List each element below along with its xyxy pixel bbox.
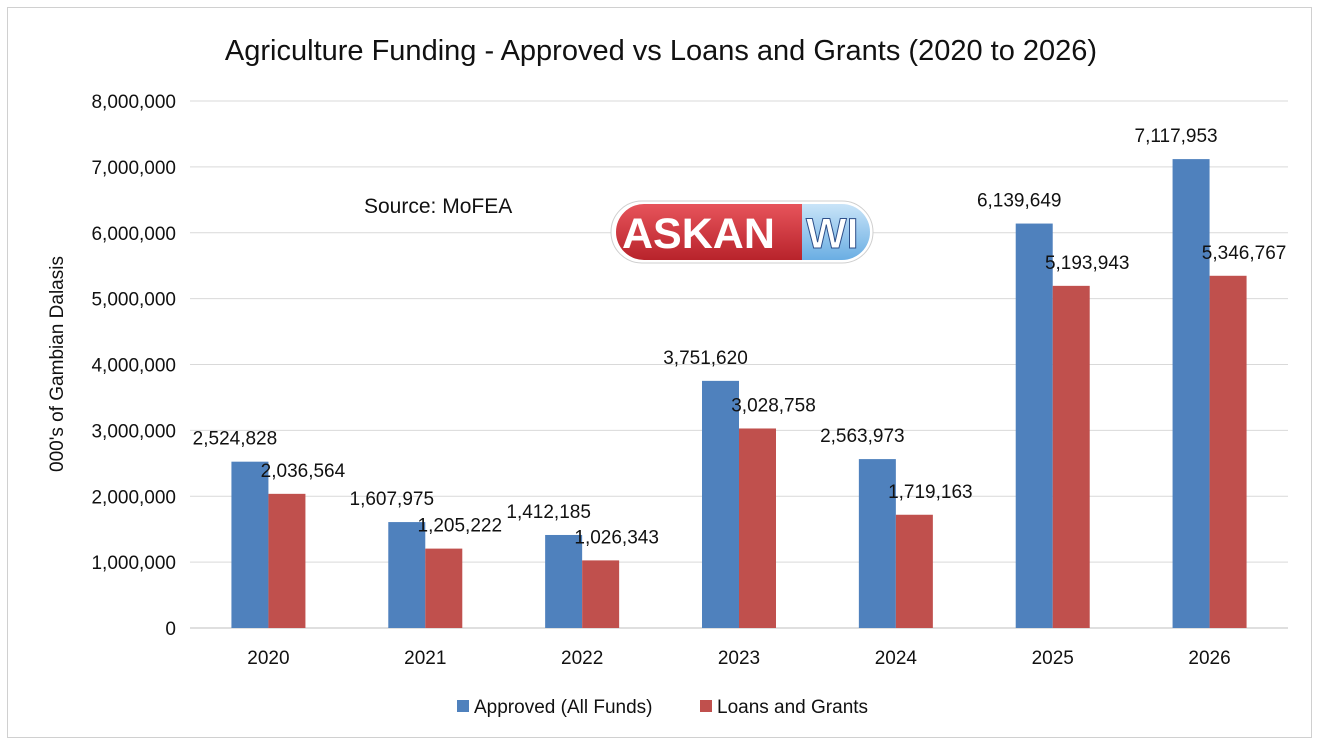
bar-loans-grants-2022 [582, 560, 620, 628]
bar-approved-2026 [1172, 159, 1210, 628]
logo-text-part2: WI [806, 210, 859, 258]
data-label-approved-2020: 2,524,828 [193, 429, 278, 450]
chart-frame [7, 7, 1312, 738]
logo-text-part1: ASKAN [622, 210, 775, 258]
y-tick-label: 8,000,000 [91, 92, 176, 113]
data-label-loans-grants-2024: 1,719,163 [888, 482, 973, 503]
x-tick-label: 2025 [1032, 648, 1074, 669]
x-axis-ticks: 2020 2021 2022 2023 2024 2025 2026 [247, 648, 1230, 669]
legend-swatch-loans [700, 700, 712, 712]
bar-approved-2024 [858, 459, 896, 628]
bar-approved-2022 [545, 534, 583, 628]
y-tick-label: 1,000,000 [91, 553, 176, 574]
x-tick-label: 2024 [875, 648, 918, 669]
bar-loans-grants-2026 [1209, 275, 1247, 628]
legend-label-loans: Loans and Grants [717, 697, 868, 718]
chart-title: Agriculture Funding - Approved vs Loans … [225, 35, 1097, 67]
y-tick-label: 3,000,000 [91, 421, 176, 442]
bar-approved-2021 [388, 522, 426, 628]
askanwi-logo: ASKAN WI [610, 200, 874, 264]
source-note: Source: MoFEA [364, 195, 512, 218]
legend-label-approved: Approved (All Funds) [474, 697, 652, 718]
y-tick-label: 0 [165, 619, 176, 640]
data-label-loans-grants-2025: 5,193,943 [1045, 253, 1130, 274]
bar-loans-grants-2025 [1052, 285, 1090, 628]
gridlines [190, 100, 1288, 629]
y-tick-label: 4,000,000 [91, 356, 176, 377]
bar-loans-grants-2023 [739, 428, 776, 628]
data-label-approved-2024: 2,563,973 [820, 426, 905, 447]
data-label-approved-2022: 1,412,185 [506, 502, 591, 523]
x-tick-label: 2021 [404, 648, 446, 669]
data-label-loans-grants-2026: 5,346,767 [1202, 243, 1287, 264]
y-tick-label: 6,000,000 [91, 224, 176, 245]
data-label-loans-grants-2023: 3,028,758 [731, 395, 816, 416]
y-axis-ticks: 0 1,000,000 2,000,000 3,000,000 4,000,000 5,0… [91, 92, 176, 640]
legend: Approved (All Funds) Loans and Grants [457, 697, 868, 718]
x-tick-label: 2023 [718, 648, 760, 669]
x-tick-label: 2020 [247, 648, 289, 669]
bar-loans-grants-2024 [895, 514, 933, 628]
y-axis-label: 000's of Gambian Dalasis [47, 256, 68, 472]
y-tick-label: 7,000,000 [91, 158, 176, 179]
data-label-approved-2023: 3,751,620 [663, 348, 748, 369]
bar-loans-grants-2021 [425, 548, 463, 628]
y-tick-label: 2,000,000 [91, 487, 176, 508]
data-label-loans-grants-2021: 1,205,222 [418, 516, 503, 537]
data-label-loans-grants-2020: 2,036,564 [261, 461, 346, 482]
x-tick-label: 2022 [561, 648, 603, 669]
bar-loans-grants-2020 [268, 493, 306, 628]
data-label-approved-2025: 6,139,649 [977, 191, 1062, 212]
data-label-approved-2026: 7,117,953 [1135, 126, 1218, 147]
y-tick-label: 5,000,000 [91, 290, 176, 311]
bars [231, 159, 1247, 628]
data-label-loans-grants-2022: 1,026,343 [574, 527, 659, 548]
x-tick-label: 2026 [1188, 648, 1230, 669]
bar-approved-2020 [231, 461, 269, 628]
bar-approved-2023 [702, 380, 739, 628]
bar-approved-2025 [1015, 223, 1053, 628]
legend-swatch-approved [457, 700, 469, 712]
data-label-approved-2021: 1,607,975 [350, 489, 435, 510]
